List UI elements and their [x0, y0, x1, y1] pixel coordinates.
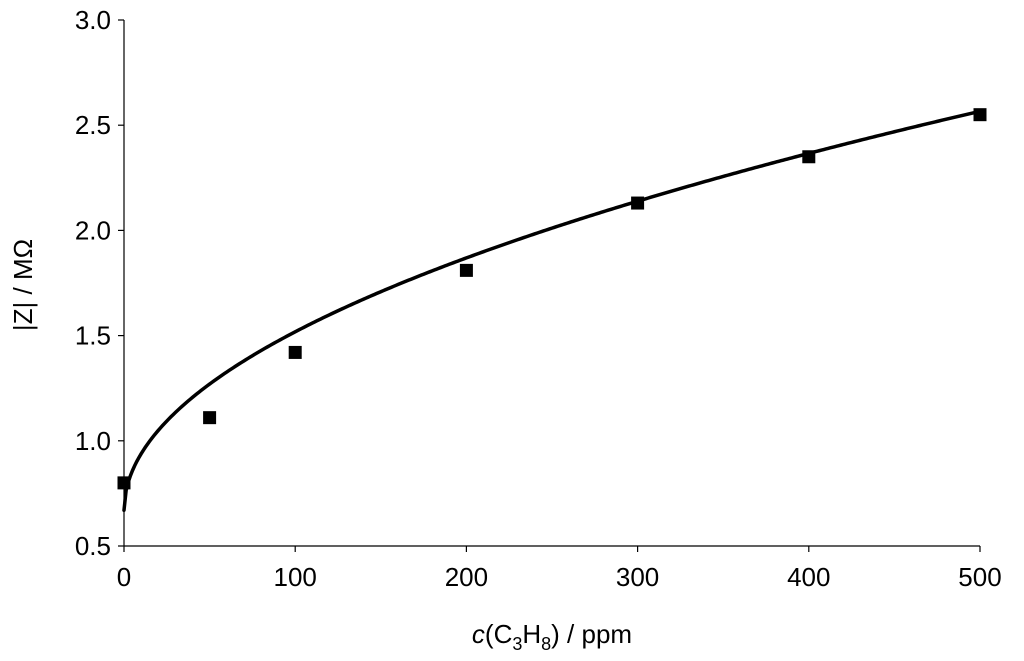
x-axis-title-sub-2: 8 — [541, 634, 551, 654]
data-point — [459, 263, 473, 277]
x-tick-label: 200 — [445, 562, 488, 592]
x-tick-label: 300 — [616, 562, 659, 592]
x-axis-title: c(C3H8) / ppm — [472, 619, 632, 654]
data-point — [117, 476, 131, 490]
y-tick-label: 1.5 — [75, 321, 111, 351]
data-point — [802, 150, 816, 164]
x-axis-title-mid: H — [522, 619, 541, 649]
data-point — [288, 345, 302, 359]
y-tick-label: 1.0 — [75, 426, 111, 456]
x-tick-label: 400 — [787, 562, 830, 592]
data-markers — [117, 108, 987, 490]
x-axis-title-sub-1: 3 — [512, 634, 522, 654]
y-tick-label: 2.5 — [75, 110, 111, 140]
x-tick-label: 500 — [958, 562, 1001, 592]
x-axis-title-close: ) / ppm — [551, 619, 632, 649]
y-axis-ticks: 0.5 1.0 1.5 2.0 2.5 3.0 — [75, 5, 124, 561]
x-tick-label: 0 — [117, 562, 131, 592]
x-tick-label: 100 — [274, 562, 317, 592]
x-axis-title-variable: c — [472, 619, 485, 649]
plot-area — [123, 20, 980, 547]
x-axis-ticks: 0 100 200 300 400 500 — [117, 546, 1002, 592]
y-tick-label: 0.5 — [75, 531, 111, 561]
x-axis-title-open: (C — [485, 619, 512, 649]
y-tick-label: 2.0 — [75, 215, 111, 245]
y-tick-label: 3.0 — [75, 5, 111, 35]
data-point — [973, 108, 987, 122]
y-axis-title: |Z| / MΩ — [8, 239, 38, 331]
data-point — [203, 411, 217, 425]
fit-curve — [122, 109, 982, 512]
data-point — [631, 196, 645, 210]
